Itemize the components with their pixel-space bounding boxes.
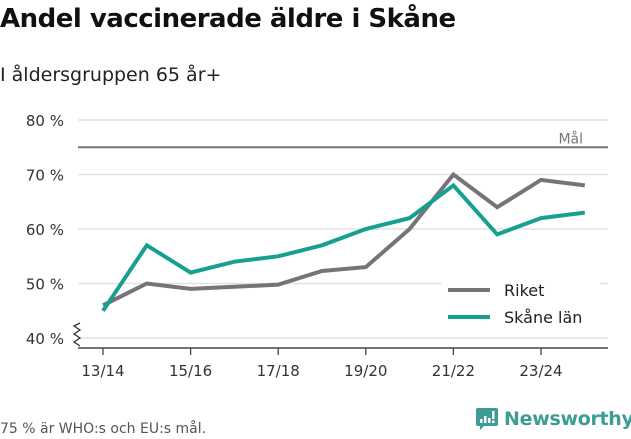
x-tick-label: 15/16 xyxy=(169,362,212,380)
chart-subtitle: I åldersgruppen 65 år+ xyxy=(0,64,222,86)
y-tick-label: 40 % xyxy=(26,330,64,348)
y-tick-label: 80 % xyxy=(26,112,64,130)
legend: Riket Skåne län xyxy=(442,275,600,337)
newsworthy-logo: Newsworthy xyxy=(476,408,631,430)
bar-chart-speech-icon xyxy=(476,408,498,430)
legend-label-riket: Riket xyxy=(504,281,544,300)
y-axis-labels: 40 % 50 % 60 % 70 % 80 % xyxy=(26,112,64,348)
x-axis-labels: 13/14 15/16 17/18 19/20 21/22 23/24 xyxy=(81,348,563,380)
x-tick-label: 19/20 xyxy=(344,362,387,380)
goal-label: Mål xyxy=(558,130,583,147)
chart-title: Andel vaccinerade äldre i Skåne xyxy=(0,4,456,34)
y-tick-label: 60 % xyxy=(26,221,64,239)
x-tick-label: 17/18 xyxy=(257,362,300,380)
brand-name: Newsworthy xyxy=(504,408,631,430)
x-tick-label: 21/22 xyxy=(432,362,475,380)
y-tick-label: 50 % xyxy=(26,276,64,294)
footnote: 75 % är WHO:s och EU:s mål. xyxy=(0,421,207,437)
y-tick-label: 70 % xyxy=(26,167,64,185)
x-tick-label: 13/14 xyxy=(81,362,124,380)
line-chart: Mål 40 % 50 % 60 % 70 % 80 % 13/14 15/16 17/18… xyxy=(26,112,608,380)
series-riket-line xyxy=(102,171,586,308)
series-skane-line xyxy=(101,182,586,312)
legend-label-skane: Skåne län xyxy=(504,308,582,327)
x-tick-label: 23/24 xyxy=(519,362,562,380)
axis-break-icon xyxy=(72,322,82,347)
